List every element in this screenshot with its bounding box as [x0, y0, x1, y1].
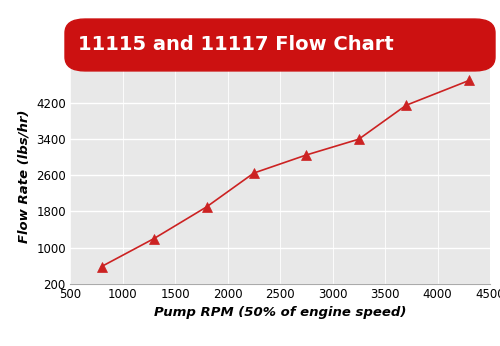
Text: 11115 and 11117 Flow Chart: 11115 and 11117 Flow Chart — [78, 36, 393, 54]
Y-axis label: Flow Rate (lbs/hr): Flow Rate (lbs/hr) — [18, 110, 30, 243]
X-axis label: Pump RPM (50% of engine speed): Pump RPM (50% of engine speed) — [154, 307, 406, 319]
